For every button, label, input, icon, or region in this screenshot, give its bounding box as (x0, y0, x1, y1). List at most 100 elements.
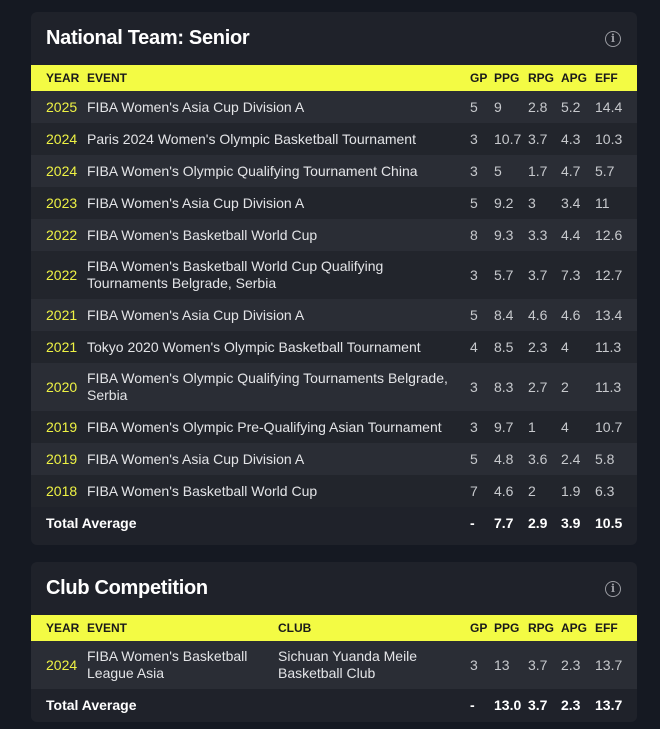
total-rpg: 2.9 (528, 507, 561, 539)
table-row: 2019 FIBA Women's Olympic Pre-Qualifying … (31, 411, 637, 443)
cell-ppg: 8.4 (494, 299, 528, 331)
cell-rpg: 3 (528, 187, 561, 219)
cell-eff: 13.7 (595, 641, 637, 689)
cell-event: FIBA Women's Basketball World Cup (87, 475, 470, 507)
cell-year: 2020 (46, 363, 87, 411)
cell-gp: 5 (470, 443, 494, 475)
cell-eff: 5.7 (595, 155, 637, 187)
cell-gp: 5 (470, 187, 494, 219)
cell-rpg: 4.6 (528, 299, 561, 331)
cell-eff: 14.4 (595, 91, 637, 123)
col-ppg: PPG (494, 65, 528, 91)
total-rpg: 3.7 (528, 689, 561, 721)
cell-apg: 4.4 (561, 219, 595, 251)
col-eff: EFF (595, 615, 637, 641)
cell-rpg: 2.3 (528, 331, 561, 363)
total-ppg: 13.0 (494, 689, 528, 721)
card-title: National Team: Senior (46, 27, 250, 49)
total-label: Total Average (46, 507, 470, 539)
total-average-row: Total Average -13.0 3.7 2.3 13.7 (31, 689, 637, 721)
cell-gp: 4 (470, 331, 494, 363)
cell-rpg: 3.6 (528, 443, 561, 475)
cell-eff: 11.3 (595, 331, 637, 363)
col-event: EVENT (87, 615, 278, 641)
club-competition-card: Club Competition i YEAR EVENT CLUB GP PP… (31, 562, 637, 722)
info-icon[interactable]: i (605, 30, 621, 47)
total-label: Total Average (46, 689, 470, 721)
cell-apg: 4 (561, 411, 595, 443)
col-apg: APG (561, 65, 595, 91)
cell-event: FIBA Women's Olympic Qualifying Tourname… (87, 155, 470, 187)
cell-year: 2022 (46, 251, 87, 299)
total-apg: 3.9 (561, 507, 595, 539)
cell-gp: 3 (470, 251, 494, 299)
cell-rpg: 3.7 (528, 251, 561, 299)
table-row: 2020 FIBA Women's Olympic Qualifying Tour… (31, 363, 637, 411)
cell-eff: 11.3 (595, 363, 637, 411)
info-icon[interactable]: i (605, 580, 621, 597)
total-eff: 10.5 (595, 507, 637, 539)
cell-ppg: 5.7 (494, 251, 528, 299)
cell-year: 2024 (46, 155, 87, 187)
table-row: 2022 FIBA Women's Basketball World Cup 8 9.… (31, 219, 637, 251)
national-team-senior-card: National Team: Senior i YEAR EVENT GP PP… (31, 12, 637, 545)
table-row: 2024 FIBA Women's Olympic Qualifying Tour… (31, 155, 637, 187)
cell-gp: 7 (470, 475, 494, 507)
col-year: YEAR (46, 615, 87, 641)
national-stats-table: YEAR EVENT GP PPG RPG APG EFF 2025 FIBA W… (31, 65, 637, 539)
cell-apg: 2 (561, 363, 595, 411)
cell-eff: 5.8 (595, 443, 637, 475)
cell-gp: 3 (470, 363, 494, 411)
table-row: 2024 Paris 2024 Women's Olympic Basketbal… (31, 123, 637, 155)
col-club: CLUB (278, 615, 470, 641)
cell-eff: 12.6 (595, 219, 637, 251)
col-event: EVENT (87, 65, 470, 91)
cell-ppg: 5 (494, 155, 528, 187)
total-gp: - (470, 689, 494, 721)
cell-ppg: 8.5 (494, 331, 528, 363)
cell-eff: 6.3 (595, 475, 637, 507)
cell-gp: 3 (470, 411, 494, 443)
cell-event: FIBA Women's Olympic Pre-Qualifying Asia… (87, 411, 470, 443)
table-row: 2021 FIBA Women's Asia Cup Division A 5 8.4… (31, 299, 637, 331)
col-rpg: RPG (528, 615, 561, 641)
cell-year: 2022 (46, 219, 87, 251)
cell-apg: 5.2 (561, 91, 595, 123)
col-apg: APG (561, 615, 595, 641)
col-gp: GP (470, 615, 494, 641)
cell-event: FIBA Women's Asia Cup Division A (87, 443, 470, 475)
total-gp: - (470, 507, 494, 539)
total-eff: 13.7 (595, 689, 637, 721)
cell-ppg: 4.6 (494, 475, 528, 507)
col-year: YEAR (46, 65, 87, 91)
card-title: Club Competition (46, 577, 208, 599)
cell-event: Tokyo 2020 Women's Olympic Basketball To… (87, 331, 470, 363)
cell-year: 2021 (46, 299, 87, 331)
cell-year: 2024 (46, 641, 87, 689)
cell-club: Sichuan Yuanda Meile Basketball Club (278, 641, 470, 689)
cell-rpg: 1 (528, 411, 561, 443)
table-row: 2023 FIBA Women's Asia Cup Division A 5 9.2… (31, 187, 637, 219)
cell-rpg: 3.7 (528, 123, 561, 155)
cell-event: FIBA Women's Asia Cup Division A (87, 91, 470, 123)
cell-apg: 4.3 (561, 123, 595, 155)
total-ppg: 7.7 (494, 507, 528, 539)
cell-ppg: 9 (494, 91, 528, 123)
cell-event: FIBA Women's Basketball World Cup (87, 219, 470, 251)
cell-rpg: 2.8 (528, 91, 561, 123)
cell-event: Paris 2024 Women's Olympic Basketball To… (87, 123, 470, 155)
cell-ppg: 4.8 (494, 443, 528, 475)
cell-rpg: 3.3 (528, 219, 561, 251)
cell-gp: 5 (470, 91, 494, 123)
col-eff: EFF (595, 65, 637, 91)
cell-event: FIBA Women's Asia Cup Division A (87, 299, 470, 331)
cell-eff: 10.3 (595, 123, 637, 155)
cell-ppg: 9.2 (494, 187, 528, 219)
cell-eff: 10.7 (595, 411, 637, 443)
table-row: 2018 FIBA Women's Basketball World Cup 7 4.… (31, 475, 637, 507)
cell-eff: 11 (595, 187, 637, 219)
cell-year: 2019 (46, 411, 87, 443)
cell-apg: 3.4 (561, 187, 595, 219)
cell-rpg: 2.7 (528, 363, 561, 411)
cell-apg: 4.7 (561, 155, 595, 187)
